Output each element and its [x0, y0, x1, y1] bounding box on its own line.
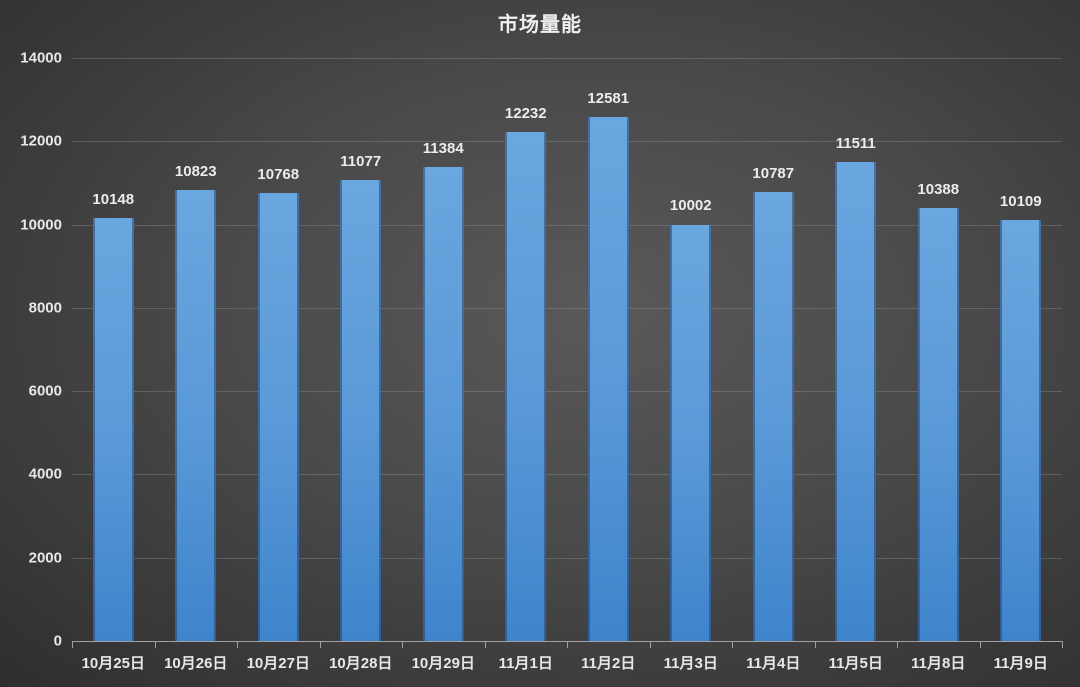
- x-tick-mark: [649, 641, 651, 648]
- gridline: [72, 474, 1062, 476]
- x-tick-mark: [1062, 641, 1063, 648]
- x-tick-label: 11月5日: [828, 655, 883, 672]
- bar-value-label: 11511: [835, 134, 876, 152]
- x-tick-mark: [484, 641, 486, 648]
- x-tick-mark: [237, 641, 238, 648]
- bar-value-label: 12581: [587, 90, 630, 108]
- bar: [340, 179, 382, 641]
- gridline: [72, 307, 1062, 309]
- bar-value-label: 10148: [92, 191, 135, 209]
- gridline: [72, 224, 1062, 226]
- gridline: [72, 58, 1062, 59]
- bar-value-label: 11077: [340, 152, 382, 170]
- bar-value-label: 12232: [504, 104, 547, 122]
- x-tick-mark: [319, 641, 321, 648]
- x-tick-label: 10月26日: [164, 655, 228, 672]
- x-tick-label: 11月3日: [663, 655, 718, 672]
- gridline: [72, 391, 1062, 393]
- y-tick-label: 10000: [20, 216, 62, 234]
- y-tick-label: 2000: [28, 549, 62, 567]
- x-tick-mark: [567, 641, 568, 648]
- x-tick-label: 10月28日: [329, 655, 393, 672]
- y-tick-label: 4000: [28, 465, 62, 483]
- bar: [917, 208, 959, 641]
- bar: [257, 192, 299, 641]
- x-tick-mark: [72, 641, 73, 648]
- gridline: [72, 141, 1062, 143]
- x-tick-label: 10月25日: [81, 655, 145, 672]
- bar: [422, 166, 464, 641]
- bar-value-label: 10002: [669, 197, 712, 215]
- bar-value-label: 10768: [257, 165, 300, 183]
- bar-value-label: 11384: [422, 139, 464, 157]
- y-tick-label: 14000: [20, 49, 62, 67]
- x-tick-label: 11月1日: [498, 655, 553, 672]
- x-tick-label: 11月4日: [746, 655, 801, 672]
- x-tick-mark: [402, 641, 403, 648]
- bar: [175, 190, 217, 641]
- y-tick-label: 6000: [28, 382, 62, 400]
- bar-value-label: 10109: [999, 193, 1042, 211]
- plot-area: 0 2000 4000 6000 8000 10000 12000 14000 10148 108…: [20, 50, 1063, 650]
- x-tick-mark: [732, 641, 733, 648]
- y-tick-label: 8000: [28, 299, 62, 317]
- y-tick-label: 0: [53, 632, 62, 650]
- x-tick-mark: [979, 641, 981, 648]
- bar: [835, 161, 877, 641]
- gridline: [72, 557, 1062, 559]
- chart-title: 市场量能: [498, 14, 582, 36]
- bar-value-label: 10388: [917, 181, 960, 199]
- x-tick-mark: [897, 641, 898, 648]
- bar: [587, 117, 629, 641]
- bar: [505, 131, 547, 641]
- x-tick-label: 10月29日: [411, 655, 475, 672]
- x-tick-label: 11月9日: [993, 655, 1048, 672]
- x-tick-label: 10月27日: [246, 655, 310, 672]
- x-tick-label: 11月8日: [911, 655, 966, 672]
- x-tick-label: 11月2日: [581, 655, 636, 672]
- bar: [670, 224, 712, 641]
- bar-value-label: 10823: [174, 163, 217, 181]
- bar: [92, 218, 134, 641]
- bar-value-label: 10787: [752, 164, 795, 182]
- bar: [752, 191, 794, 641]
- y-tick-label: 12000: [20, 132, 62, 150]
- x-tick-mark: [154, 641, 156, 648]
- x-tick-mark: [814, 641, 816, 648]
- bar: [1000, 220, 1042, 641]
